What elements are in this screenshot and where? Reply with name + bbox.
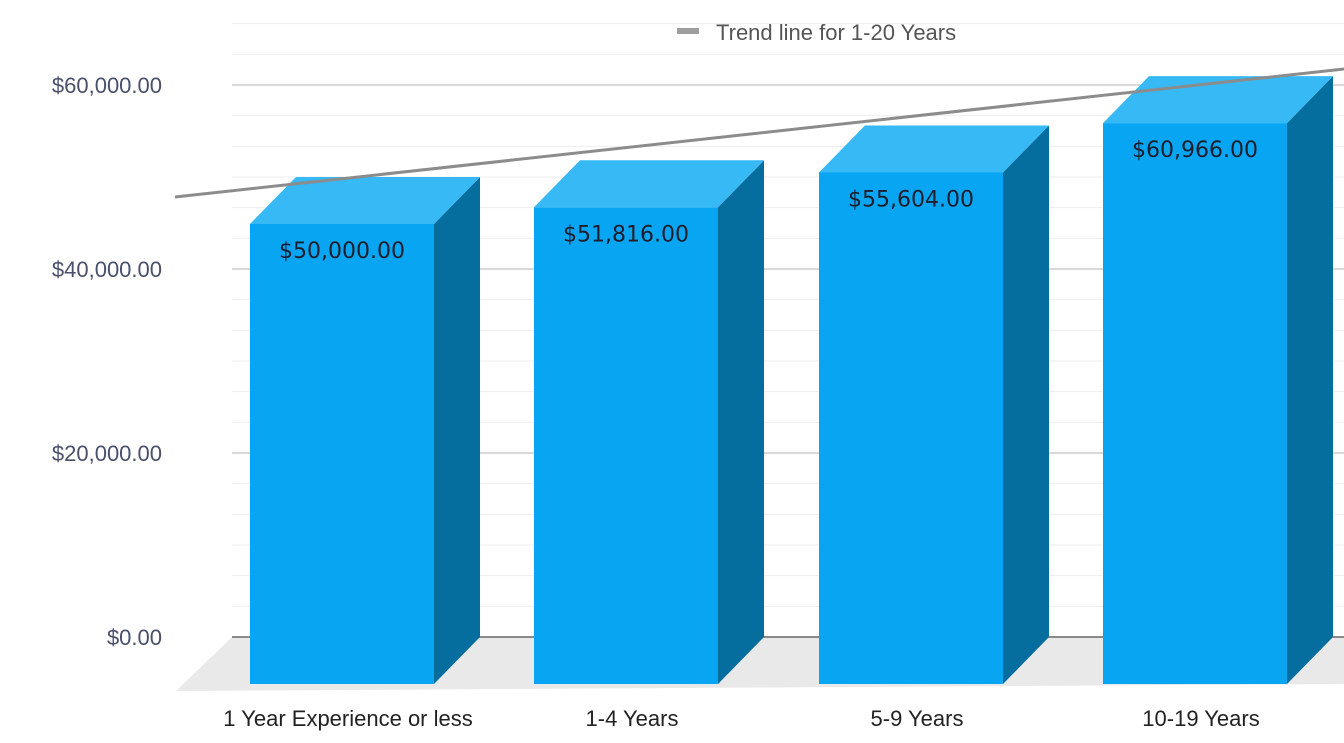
bar-top [250, 177, 480, 224]
x-tick-label: 5-9 Years [871, 706, 964, 731]
bar [250, 224, 434, 684]
x-axis: 1 Year Experience or less 1-4 Years 5-9 Ye… [223, 706, 1259, 731]
trendline-layer [174, 67, 1344, 199]
bar-side [434, 177, 480, 684]
y-tick-label: $40,000.00 [52, 257, 162, 282]
y-tick-label: $60,000.00 [52, 73, 162, 98]
data-labels: $50,000.00 $51,816.00 $55,604.00 $60,966.00 [279, 138, 1258, 264]
bar-top [819, 125, 1049, 173]
bar [819, 172, 1003, 684]
x-tick-label: 1-4 Years [586, 706, 679, 731]
data-label: $60,966.00 [1132, 138, 1258, 163]
data-label: $55,604.00 [848, 187, 974, 212]
bar [534, 207, 718, 685]
data-label: $51,816.00 [563, 222, 689, 247]
bars [250, 76, 1333, 685]
legend-label: Trend line for 1-20 Years [716, 20, 956, 45]
bar-top [534, 160, 764, 208]
trendline [174, 67, 1344, 199]
bar-side [718, 160, 764, 685]
x-tick-label: 1 Year Experience or less [223, 706, 473, 731]
floor-plane [176, 637, 1344, 691]
bar-side [1003, 125, 1049, 685]
bar-side [1287, 76, 1333, 685]
legend: Trend line for 1-20 Years [677, 20, 956, 45]
y-tick-label: $0.00 [107, 625, 162, 650]
y-axis: $0.00 $20,000.00 $40,000.00 $60,000.00 [52, 73, 162, 650]
data-label: $50,000.00 [279, 239, 405, 264]
bar [1103, 123, 1287, 685]
legend-swatch [677, 28, 699, 34]
x-tick-label: 10-19 Years [1142, 706, 1259, 731]
y-tick-label: $20,000.00 [52, 441, 162, 466]
